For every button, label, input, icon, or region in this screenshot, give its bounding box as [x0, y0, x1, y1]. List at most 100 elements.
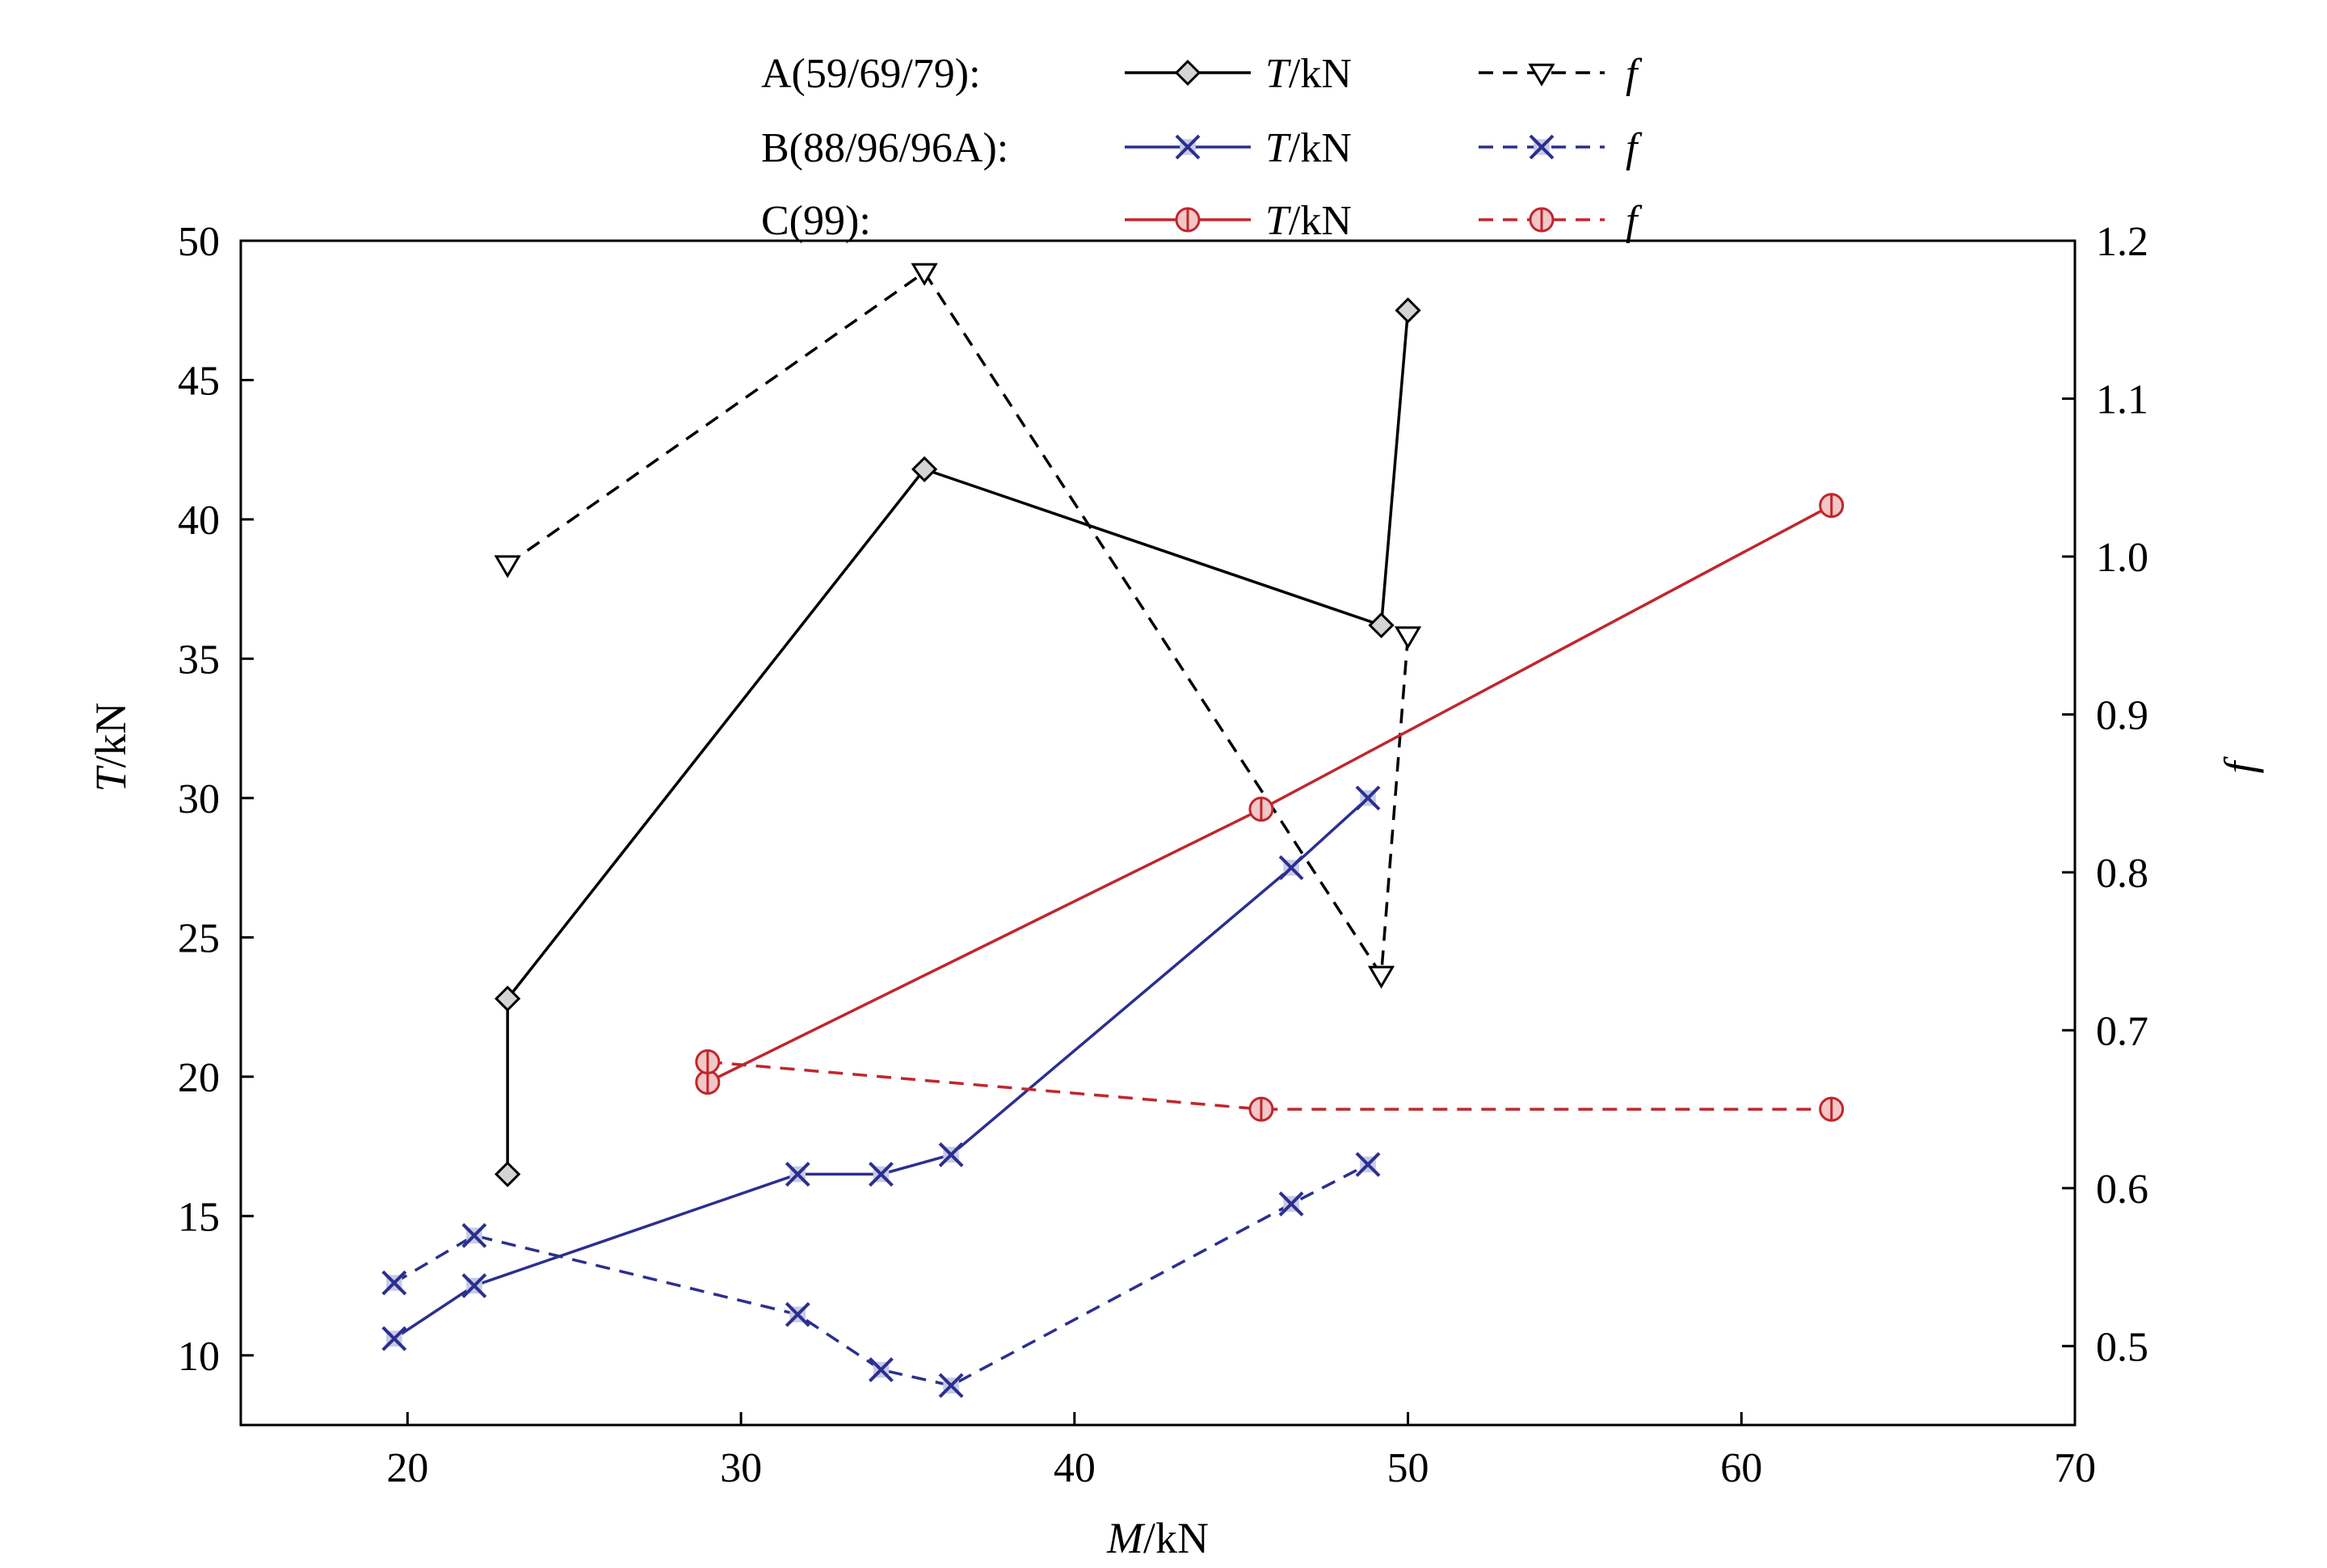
x-tick-label: 40: [1054, 1445, 1096, 1491]
y-right-tick-label: 0.9: [2096, 692, 2148, 738]
y-right-tick-label: 0.8: [2096, 851, 2148, 897]
data-point: [695, 1070, 721, 1095]
legend-group-label: C(99):: [761, 198, 871, 244]
y-right-tick-label: 1.0: [2096, 535, 2148, 581]
y-right-tick-label: 1.2: [2096, 219, 2148, 265]
data-point: [494, 986, 521, 1012]
data-point: [911, 456, 938, 482]
y-left-tick-label: 25: [178, 915, 220, 961]
series-c-f: [695, 1049, 1845, 1122]
legend-label-t: T/kN: [1265, 51, 1352, 97]
legend-label-t-var: T: [1265, 198, 1291, 244]
data-point: [494, 1161, 521, 1188]
series-line: [506, 310, 1410, 1175]
x-tick-label: 60: [1720, 1445, 1762, 1491]
diamond-marker: [911, 456, 938, 482]
data-point: [1395, 297, 1421, 324]
legend-label-t-unit: /kN: [1289, 198, 1352, 244]
series-a-t: [494, 297, 1421, 1188]
data-point: [1248, 797, 1274, 822]
triangle-down-marker: [911, 263, 938, 287]
data-point: [494, 555, 521, 578]
x-tick-label: 20: [386, 1445, 428, 1491]
series-c-t: [695, 493, 1845, 1095]
legend-label-t-unit: /kN: [1289, 51, 1352, 97]
x-marker-stroke: [461, 1223, 487, 1248]
data-point: [381, 1270, 407, 1296]
x-marker-stroke: [938, 1141, 964, 1167]
y-right-tick-label: 1.1: [2096, 376, 2148, 422]
legend-marker-f: [1529, 134, 1555, 160]
data-point: [785, 1301, 810, 1327]
legend-label-f: f: [1626, 198, 1643, 244]
y-axis-left-label: T/kN: [86, 702, 135, 792]
legend-row-b: B(88/96/96A): T/kN f: [761, 125, 1643, 171]
legend-label-t: T/kN: [1265, 125, 1352, 171]
x-tick-label: 30: [720, 1445, 762, 1491]
y-right-tick-label: 0.7: [2096, 1008, 2148, 1054]
y-left-tick-label: 15: [178, 1194, 220, 1240]
data-point: [381, 1326, 407, 1352]
plot-frame: [239, 239, 2077, 1427]
legend-marker-t: [1175, 207, 1201, 233]
data-point: [1368, 612, 1395, 639]
y-left-tick-label: 20: [178, 1055, 220, 1101]
series-b-f: [381, 1152, 1381, 1398]
y-left-tick-label: 50: [178, 219, 220, 265]
x-tick-label: 50: [1387, 1445, 1429, 1491]
data-point: [1278, 1191, 1304, 1217]
diamond-marker: [494, 1161, 521, 1188]
series-a-f: [494, 263, 1422, 989]
legend-marker-t: [1174, 59, 1201, 86]
x-marker-stroke: [869, 1357, 894, 1383]
data-point: [869, 1357, 894, 1383]
legend-marker-f: [1529, 207, 1555, 233]
y-left-tick-label: 35: [178, 637, 220, 683]
data-point: [1278, 855, 1304, 881]
x-axis-label: M/kN: [1106, 1514, 1209, 1562]
x-marker-stroke: [1175, 134, 1201, 160]
legend-label-f: f: [1626, 51, 1643, 97]
x-marker-stroke: [381, 1270, 407, 1296]
legend-label-t-var: T: [1265, 51, 1291, 97]
data-point: [1248, 1096, 1274, 1122]
diamond-marker: [1368, 612, 1395, 639]
y-left-tick-label: 45: [178, 358, 220, 404]
axes: 20 30 40 50 60 70 10 15 20 25 30 35 40 45 50 0.5 0.6 0.7 0…: [178, 219, 2148, 1491]
data-point: [1819, 493, 1845, 519]
series-b-t: [381, 785, 1381, 1352]
legend: A(59/69/79): T/kN fB(88/96/96A): T/kN fC(99)…: [761, 51, 1643, 244]
data-point: [695, 1049, 721, 1074]
series-line: [507, 271, 1410, 977]
x-marker-stroke: [461, 1273, 487, 1298]
x-marker-stroke: [381, 1326, 407, 1352]
x-marker-stroke: [1355, 1152, 1381, 1177]
data-point: [461, 1273, 487, 1298]
triangle-down-marker: [1367, 965, 1395, 989]
triangle-down-marker: [1394, 626, 1422, 649]
data-point: [938, 1141, 964, 1167]
legend-marker-f: [1528, 63, 1555, 86]
data-point: [1394, 626, 1422, 649]
y-right-tick-label: 0.5: [2096, 1324, 2148, 1370]
series-line: [393, 1162, 1369, 1387]
x-marker-stroke: [938, 1373, 964, 1398]
plot-area: [239, 239, 2077, 1427]
data-point: [869, 1162, 894, 1187]
legend-label-t-var: T: [1265, 125, 1291, 171]
legend-marker-t: [1175, 134, 1201, 160]
x-marker-stroke: [1355, 785, 1381, 811]
legend-label-t: T/kN: [1265, 198, 1352, 244]
x-tick-label: 70: [2054, 1445, 2096, 1491]
legend-label-t-unit: /kN: [1289, 125, 1352, 171]
x-marker-stroke: [869, 1162, 894, 1187]
triangle-down-marker: [494, 555, 521, 578]
legend-row-a: A(59/69/79): T/kN f: [761, 51, 1643, 97]
data-point: [785, 1162, 810, 1187]
data-point: [911, 263, 938, 287]
data-point: [1355, 785, 1381, 811]
data-point: [938, 1373, 964, 1398]
x-marker-stroke: [1529, 134, 1555, 160]
y-left-tick-label: 30: [178, 776, 220, 822]
